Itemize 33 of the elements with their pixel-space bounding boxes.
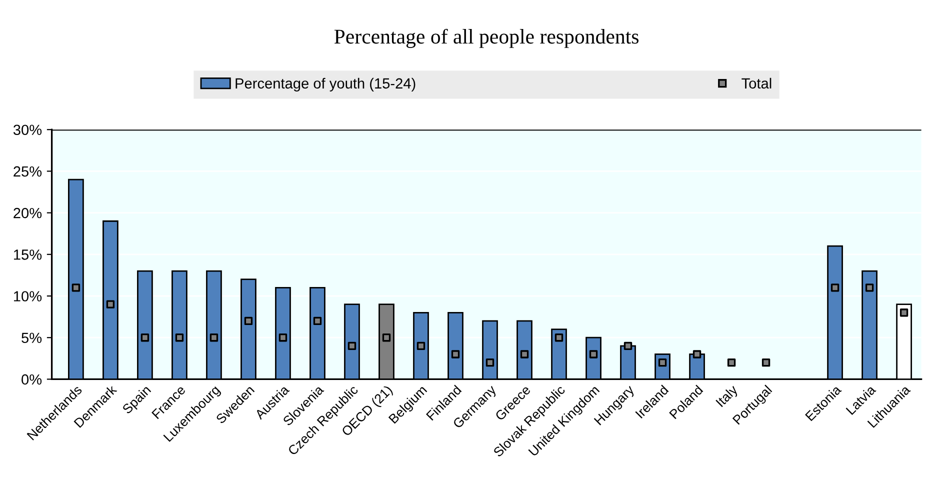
point — [278, 334, 288, 342]
point — [830, 284, 840, 292]
point — [520, 350, 529, 358]
point — [451, 350, 460, 358]
point — [382, 334, 391, 342]
point — [589, 350, 598, 358]
point — [244, 316, 253, 326]
point — [554, 334, 564, 342]
y-tick-label: 0% — [22, 374, 42, 385]
point — [900, 308, 908, 317]
point — [106, 300, 115, 308]
point — [727, 358, 736, 367]
point — [486, 358, 494, 367]
point — [865, 284, 874, 292]
y-tick-label: 30% — [13, 124, 42, 136]
chart-title: Percentage of all people respondents — [334, 28, 639, 48]
point — [348, 342, 356, 350]
y-tick-label: 25% — [14, 166, 42, 177]
point — [762, 358, 770, 367]
point — [416, 342, 426, 350]
point — [313, 316, 322, 326]
point — [692, 350, 702, 358]
point — [175, 334, 184, 342]
y-tick-label: 5% — [22, 332, 42, 344]
legend-label: Total — [742, 78, 772, 89]
point — [210, 334, 218, 342]
y-tick-label: 15% — [14, 250, 42, 260]
point — [624, 342, 632, 350]
y-tick-label: 20% — [14, 208, 42, 218]
point — [140, 334, 150, 342]
y-tick-label: 10% — [14, 291, 42, 302]
legend-label: Percentage of youth (15-24) — [236, 78, 416, 92]
point — [72, 284, 80, 292]
